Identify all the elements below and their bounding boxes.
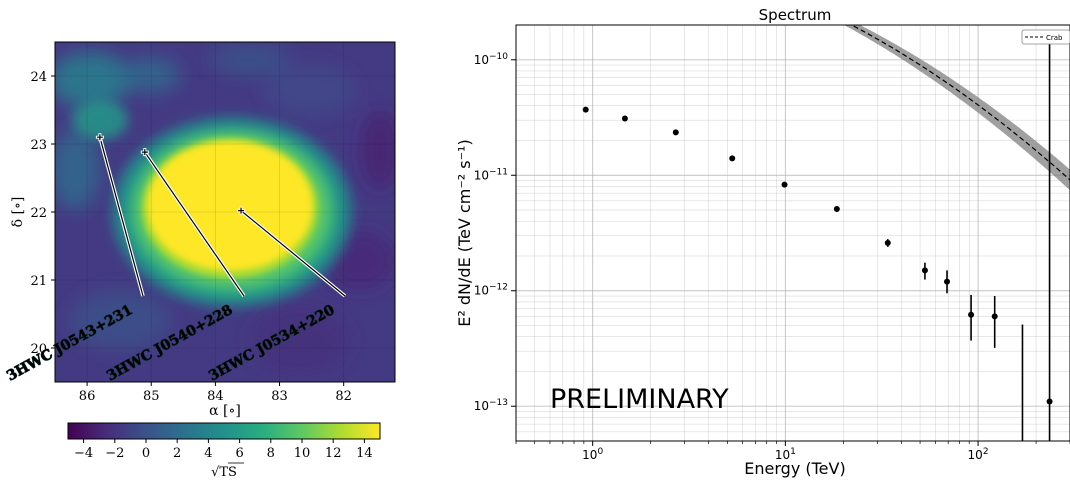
spectrum-frame	[515, 24, 1070, 442]
spectrum-ytick-label: 10−11	[474, 167, 508, 182]
colorbar-gradient	[67, 422, 381, 440]
data-point	[968, 311, 975, 318]
skymap-xtick-label: 84	[207, 389, 224, 404]
colorbar-tick-label: 10	[294, 446, 311, 461]
colorbar-ticks: −4 −2 0 2 4 6 8 10 12 14	[74, 439, 373, 461]
data-point	[921, 267, 928, 274]
colorbar-tick-label: 8	[267, 446, 275, 461]
spectrum-xlabel: Energy (TeV)	[744, 459, 845, 478]
spectrum-ylabel: E² dN/dE (TeV cm⁻² s⁻¹)	[455, 139, 474, 326]
spectrum-ytick-label: 10−13	[474, 398, 508, 413]
colorbar: −4 −2 0 2 4 6 8 10 12 14 √TS	[67, 422, 381, 480]
colorbar-tick-label: 2	[173, 446, 181, 461]
data-point	[884, 239, 891, 246]
colorbar-tick-label: 0	[142, 446, 150, 461]
skymap-xtick-label: 85	[143, 389, 160, 404]
source-marker	[96, 134, 103, 141]
skymap-xtick-label: 83	[271, 389, 288, 404]
data-point	[944, 278, 951, 285]
crab-uncertainty-band	[843, 25, 1070, 191]
source-leader-line	[240, 210, 346, 297]
skymap-xtick-label: 86	[79, 389, 96, 404]
data-point	[672, 129, 679, 136]
spectrum-xtick-label: 102	[968, 447, 989, 462]
source-marker	[141, 149, 148, 156]
data-point	[833, 206, 840, 213]
spectrum-xtick-label: 100	[582, 447, 603, 462]
data-point	[582, 106, 589, 113]
skymap-ytick-label: 24	[30, 70, 47, 85]
crab-model-line	[850, 25, 1070, 181]
data-point	[1046, 398, 1053, 405]
colorbar-tick-label: 12	[325, 446, 342, 461]
spectrum-panel: Spectrum 100 101 102 10−13 10−12 10−11 10−10 E…	[455, 6, 1070, 478]
colorbar-tick-label: 14	[356, 446, 373, 461]
spectrum-title: Spectrum	[759, 6, 832, 24]
data-point	[781, 181, 788, 188]
skymap-ytick-label: 21	[30, 274, 47, 289]
skymap-axes: 86 85 84 83 82 20 21 22 23 24	[30, 42, 395, 404]
skymap-image	[55, 42, 395, 382]
source-marker	[238, 207, 245, 214]
skymap-ytick-label: 22	[30, 206, 47, 221]
spectrum-ytick-label: 10−12	[474, 283, 508, 298]
colorbar-tick-label: −4	[74, 446, 93, 461]
data-point	[621, 115, 628, 122]
spectrum-points	[582, 39, 1053, 441]
legend-entry-crab: Crab	[1046, 34, 1063, 42]
spectrum-grid	[516, 25, 1070, 441]
spectrum-legend: Crab	[1021, 29, 1070, 45]
colorbar-label: √TS	[211, 465, 237, 480]
colorbar-tick-label: 6	[235, 446, 243, 461]
spectrum-ticks: 100 101 102 10−13 10−12 10−11 10−10	[474, 52, 1070, 462]
skymap-ytick-label: 23	[30, 138, 47, 153]
colorbar-tick-label: −2	[105, 446, 124, 461]
colorbar-tick-label: 4	[204, 446, 212, 461]
spectrum-ytick-label: 10−10	[474, 52, 509, 67]
skymap-ytick-label: 20	[30, 342, 47, 357]
spectrum-model	[843, 25, 1070, 191]
source-leader-line	[99, 137, 144, 297]
source-leader-line	[144, 151, 245, 297]
spectrum-xtick-label: 101	[775, 447, 796, 462]
data-point	[729, 155, 736, 162]
data-point	[991, 313, 998, 320]
skymap-ylabel: δ [∘]	[10, 197, 26, 228]
skymap-xlabel: α [∘]	[209, 403, 241, 419]
preliminary-annotation: PRELIMINARY	[550, 384, 729, 415]
skymap-xtick-label: 82	[335, 389, 352, 404]
